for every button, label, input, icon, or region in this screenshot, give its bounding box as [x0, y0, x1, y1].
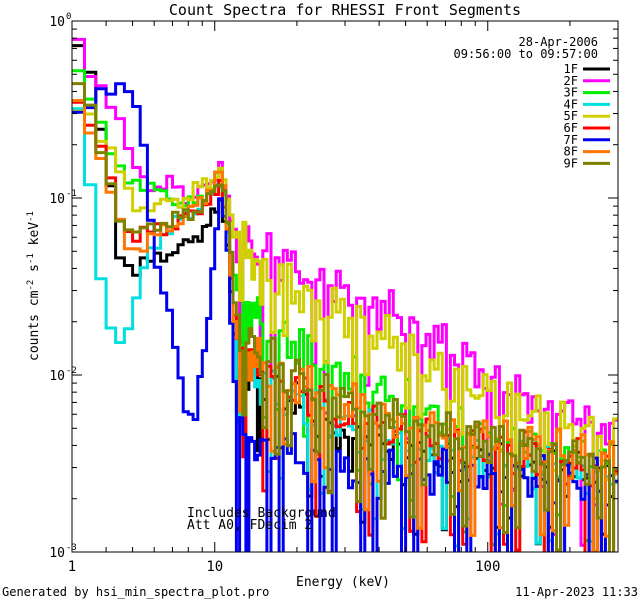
legend-label: 4F [564, 97, 578, 111]
legend-label: 3F [564, 86, 578, 100]
y-label-exponent: -1 [26, 253, 36, 264]
y-tick-label: 10 [49, 546, 65, 561]
y-tick-label: 10 [49, 15, 65, 30]
y-label-segment: counts cm [27, 290, 42, 361]
y-tick-exponent: 0 [66, 12, 71, 22]
y-label-segment: s [27, 264, 42, 280]
footer-generated-by: Generated by hsi_min_spectra_plot.pro [2, 585, 269, 599]
chart-title: Count Spectra for RHESSI Front Segments [169, 1, 521, 19]
legend-label: 6F [564, 121, 578, 135]
y-tick-label: 10 [49, 369, 65, 384]
legend-label: 8F [564, 145, 578, 159]
footer-timestamp: 11-Apr-2023 11:33 [515, 585, 638, 599]
y-label-exponent: -1 [26, 211, 36, 222]
y-axis-label: counts cm-2 s-1 keV-1 [26, 211, 42, 361]
y-tick-exponent: -1 [66, 189, 77, 199]
x-tick-labels: 10 100 [206, 559, 500, 575]
x-tick-label: 10 [206, 559, 223, 575]
legend-date: 28-Apr-2006 [519, 35, 598, 49]
legend-label: 1F [564, 62, 578, 76]
y-label-exponent: -2 [26, 280, 36, 291]
axis-ticks [71, 20, 619, 553]
series-9F-line [72, 82, 618, 552]
legend-label: 7F [564, 133, 578, 147]
y-tick-exponent: -2 [66, 366, 77, 376]
legend-label: 2F [564, 74, 578, 88]
legend-time-range: 09:56:00 to 09:57:00 [454, 47, 599, 61]
x-axis-label: Energy (keV) [296, 575, 390, 590]
legend-label: 9F [564, 156, 578, 170]
legend-label: 5F [564, 109, 578, 123]
y-tick-exponent: -3 [66, 543, 77, 553]
x-tick-label: 100 [475, 559, 500, 575]
spectra-series [72, 37, 618, 552]
x-axis-edge-label: 1 [68, 559, 76, 575]
series-7F-line [72, 82, 618, 552]
y-tick-label: 10 [49, 192, 65, 207]
annotation-attenuator: Att A0, FDecim 2 [187, 518, 312, 533]
y-label-segment: keV [27, 222, 42, 253]
annotation-background: Includes Background [187, 506, 336, 521]
